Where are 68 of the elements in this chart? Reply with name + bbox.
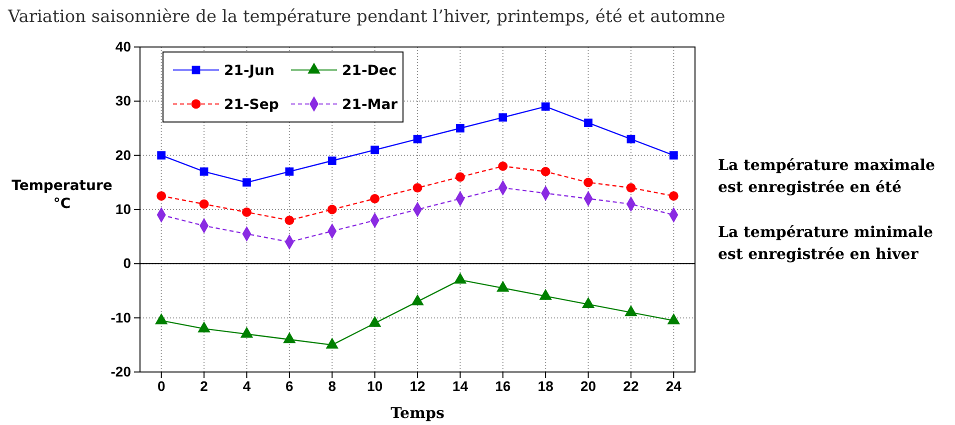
x-tick-label: 2 <box>200 378 208 394</box>
point <box>370 194 380 204</box>
point <box>370 146 379 154</box>
point <box>413 134 422 144</box>
legend-label: 21-Dec <box>342 63 397 79</box>
x-tick-label: 24 <box>666 378 682 394</box>
y-tick-label: 0 <box>123 255 132 272</box>
legend-label: 21-Sep <box>224 97 279 113</box>
point <box>199 199 209 209</box>
point <box>240 326 254 338</box>
point <box>412 183 422 193</box>
chart-title: Variation saisonnière de la température pendant l’hiver, printemps, été et automne <box>7 7 726 27</box>
point <box>283 332 296 344</box>
y-axis-title: Temperature °C <box>12 178 112 212</box>
point <box>584 118 592 128</box>
point <box>456 124 464 132</box>
x-axis-title: Temps <box>390 404 444 422</box>
y-tick-label: -10 <box>110 309 132 326</box>
point <box>626 134 636 144</box>
point <box>154 313 168 324</box>
x-tick-label: 14 <box>452 378 468 394</box>
point <box>454 272 467 284</box>
x-tick-label: 0 <box>157 378 166 394</box>
point <box>584 178 593 188</box>
point <box>242 178 251 187</box>
x-tick-label: 12 <box>410 378 426 394</box>
y-tick-label: -20 <box>110 363 132 380</box>
y-tick-label: 30 <box>115 92 132 109</box>
x-tick-label: 8 <box>328 378 336 394</box>
point <box>328 156 336 165</box>
point <box>200 167 208 176</box>
point <box>411 294 424 306</box>
point <box>157 151 166 160</box>
point <box>242 208 252 217</box>
x-tick-label: 16 <box>495 378 511 394</box>
point <box>496 280 510 292</box>
point <box>284 216 294 226</box>
legend-label: 21-Jun <box>224 63 274 79</box>
point <box>626 183 636 193</box>
y-tick-label: 10 <box>115 200 132 217</box>
point <box>327 204 337 214</box>
point <box>455 172 465 182</box>
x-tick-label: 22 <box>623 378 639 394</box>
point <box>540 166 550 176</box>
point <box>326 338 338 349</box>
x-tick-label: 4 <box>242 378 251 394</box>
x-tick-label: 20 <box>580 378 596 394</box>
x-tick-label: 10 <box>367 378 383 394</box>
point <box>285 167 294 176</box>
point <box>624 305 638 316</box>
point <box>156 191 166 201</box>
text: La température maximale est enregistrée en été <box>718 156 936 196</box>
y-tick-label: 40 <box>115 38 132 54</box>
point <box>667 313 680 324</box>
point <box>368 316 382 327</box>
point <box>668 191 678 201</box>
x-tick-label: 18 <box>538 378 554 394</box>
point <box>541 102 550 111</box>
point <box>539 288 552 300</box>
point <box>498 113 508 122</box>
legend-label: 21-Mar <box>342 97 398 113</box>
text: La température minimale est enregistrée en hiver <box>718 223 933 263</box>
point <box>498 161 508 171</box>
point <box>669 151 678 160</box>
point <box>582 296 595 308</box>
y-tick-label: 20 <box>115 146 132 163</box>
x-tick-label: 6 <box>286 378 294 394</box>
point <box>198 321 210 332</box>
